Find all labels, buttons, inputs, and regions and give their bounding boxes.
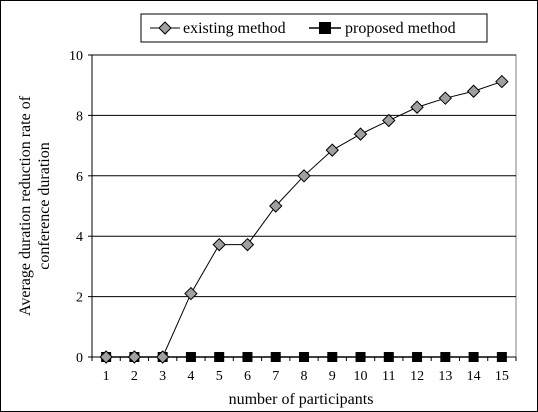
data-point-diamond [155, 350, 170, 364]
data-point-diamond [382, 113, 396, 128]
data-point-diamond [438, 91, 453, 105]
x-tick-label: 1 [103, 369, 110, 384]
legend-label-existing: existing method [183, 20, 286, 37]
data-point-square [299, 352, 309, 362]
data-point-diamond [184, 286, 198, 301]
data-point-diamond [99, 350, 113, 364]
x-tick-label: 14 [467, 369, 481, 384]
legend-item-existing: existing method [150, 20, 286, 37]
x-tick-label: 8 [301, 369, 308, 384]
data-point-square [440, 352, 451, 362]
x-tick-label: 12 [410, 369, 424, 384]
data-point-square [412, 352, 423, 362]
legend: existing method proposed method [140, 13, 488, 43]
y-axis-label-line-1: Average duration reduction rate of [17, 95, 34, 316]
plot-area [91, 54, 517, 358]
x-tick-label: 7 [272, 369, 279, 384]
data-point-diamond [297, 169, 311, 183]
data-point-square [496, 352, 507, 362]
data-point-square [185, 352, 196, 362]
data-point-diamond [269, 199, 283, 213]
series-group [99, 74, 509, 364]
legend-item-proposed: proposed method [309, 20, 456, 37]
data-point-diamond [212, 237, 226, 252]
y-tick-label: 4 [76, 230, 83, 245]
x-tick-label: 4 [187, 369, 194, 384]
x-tick-label: 6 [244, 369, 251, 384]
data-point-diamond [127, 350, 142, 364]
data-point-diamond [240, 237, 255, 252]
legend-diamond-marker [158, 21, 172, 35]
data-point-square [242, 352, 253, 362]
y-tick-label: 8 [76, 109, 83, 124]
data-point-square [383, 352, 394, 362]
y-tick-label: 0 [76, 351, 83, 366]
data-point-square [327, 352, 338, 362]
data-point-square [355, 352, 366, 362]
x-tick-label: 10 [354, 369, 368, 384]
y-tick-label: 10 [69, 49, 83, 64]
data-point-square [214, 352, 225, 362]
x-tick-label: 5 [216, 369, 223, 384]
data-point-square [468, 352, 479, 362]
x-tick-label: 11 [382, 369, 395, 384]
legend-square-marker [319, 22, 331, 34]
y-tick-labels: 0 2 4 6 8 10 [69, 49, 92, 366]
x-tick-label: 13 [438, 369, 452, 384]
plot-background [91, 54, 517, 358]
data-point-diamond [353, 127, 368, 141]
y-axis-label: Average duration reduction rate of confe… [17, 95, 53, 316]
x-tick-label: 9 [329, 369, 336, 384]
legend-label-proposed: proposed method [345, 20, 456, 37]
x-tick-label: 2 [131, 369, 138, 384]
data-point-square [270, 352, 281, 362]
y-tick-label: 6 [76, 170, 83, 185]
x-tick-label: 3 [159, 369, 166, 384]
y-axis-label-line-2: conference duration [36, 142, 53, 269]
gridlines [92, 54, 516, 298]
data-point-diamond [466, 84, 481, 98]
data-point-diamond [325, 143, 339, 157]
x-tick-label: 15 [495, 369, 509, 384]
x-axis-label: number of participants [229, 391, 374, 408]
data-point-diamond [495, 74, 509, 89]
series-existing-method [99, 74, 509, 364]
data-point-diamond [410, 100, 424, 114]
y-tick-label: 2 [76, 291, 83, 306]
